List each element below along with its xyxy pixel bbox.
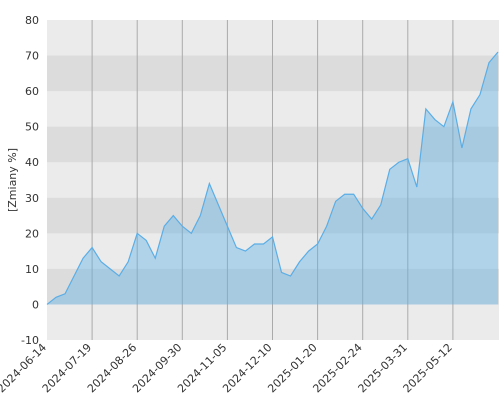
y-tick-label: 50 (25, 121, 39, 134)
y-tick-label: 80 (25, 14, 39, 27)
y-tick-label: 20 (25, 227, 39, 240)
y-tick-label: 70 (25, 50, 39, 63)
area (47, 52, 498, 305)
y-tick-label: 60 (25, 85, 39, 98)
y-tick-label: -10 (21, 334, 39, 347)
y-axis-label: [Zmiany %] (6, 148, 19, 212)
line (46, 51, 499, 305)
y-tick-label: 30 (25, 192, 39, 205)
y-tick-label: 0 (32, 298, 39, 311)
y-tick-label: 10 (25, 263, 39, 276)
y-tick-label: 40 (25, 156, 39, 169)
